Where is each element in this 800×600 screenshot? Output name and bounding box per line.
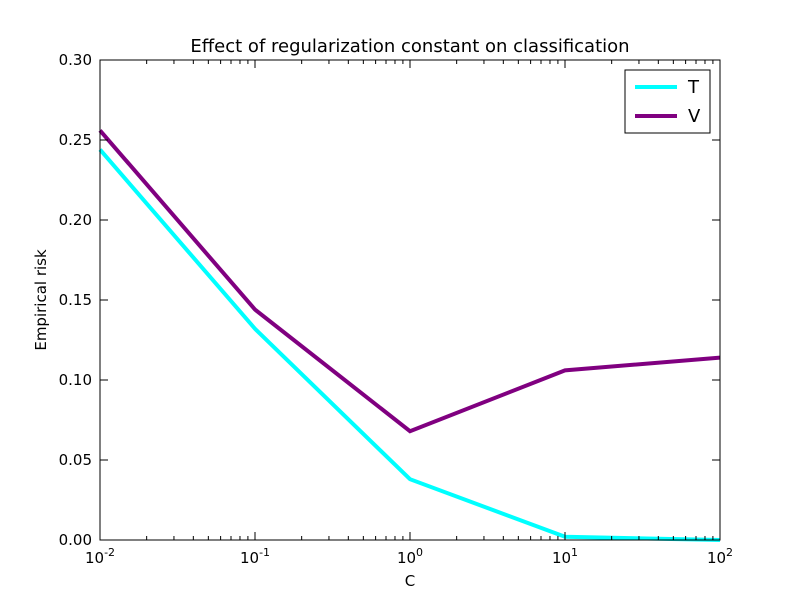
plot-area: 10-2 10-1 100 101 1020.000.050.100.150.200.2… [59, 51, 733, 567]
x-axis-label: C [405, 572, 415, 590]
x-tick-exponent: -2 [104, 546, 115, 559]
x-tick-label: 10-2 [85, 546, 115, 567]
x-tick-base: 10 [552, 549, 571, 567]
legend: TV [624, 69, 711, 134]
x-tick-base: 10 [397, 549, 416, 567]
x-tick-label: 10-1 [240, 546, 270, 567]
x-tick-exponent: 2 [726, 546, 733, 559]
y-tick-label: 0.05 [59, 451, 92, 469]
series-line-t [98, 148, 721, 542]
y-tick-label: 0.30 [59, 51, 92, 69]
y-axis-label: Empirical risk [32, 249, 50, 351]
chart-title: Effect of regularization constant on cla… [190, 36, 629, 57]
y-tick-label: 0.25 [59, 131, 92, 149]
series-line-v [98, 129, 721, 434]
x-tick-label: 100 [397, 546, 423, 567]
x-tick-label: 102 [707, 546, 733, 567]
x-tick-base: 10 [85, 549, 104, 567]
legend-box [624, 69, 711, 134]
legend-label-t: T [687, 77, 700, 98]
x-tick-exponent: -1 [259, 546, 270, 559]
y-tick-label: 0.15 [59, 291, 92, 309]
x-tick-base: 10 [240, 549, 259, 567]
x-tick-label: 101 [552, 546, 578, 567]
legend-label-v: V [688, 106, 701, 127]
x-tick-exponent: 1 [571, 546, 578, 559]
x-tick-exponent: 0 [416, 546, 423, 559]
y-tick-label: 0.10 [59, 371, 92, 389]
y-tick-label: 0.00 [59, 531, 92, 549]
y-tick-label: 0.20 [59, 211, 92, 229]
x-tick-base: 10 [707, 549, 726, 567]
